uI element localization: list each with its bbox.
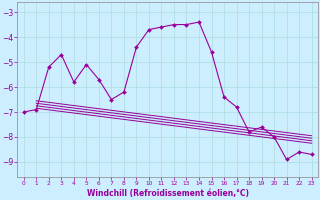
X-axis label: Windchill (Refroidissement éolien,°C): Windchill (Refroidissement éolien,°C) [87, 189, 249, 198]
